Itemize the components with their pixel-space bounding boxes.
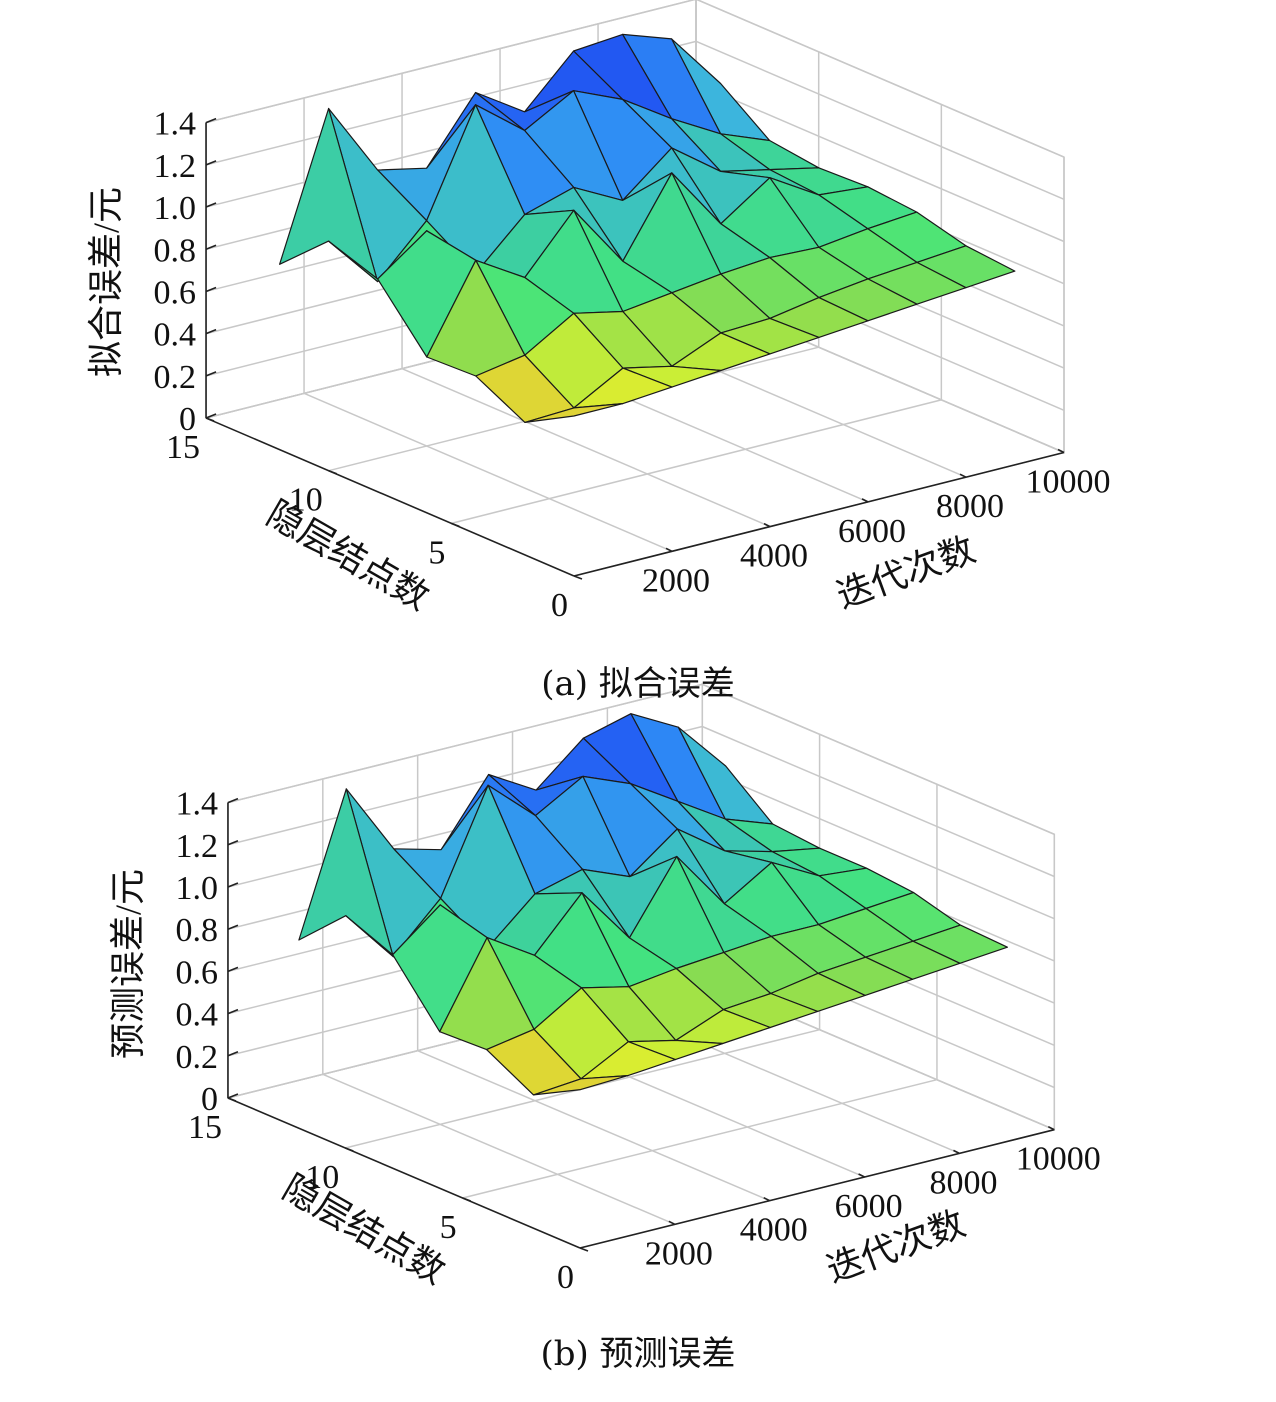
z-tick-label: 0.8	[154, 232, 197, 269]
x-tick-mark	[451, 522, 460, 528]
z-axis-label: 预测误差/元	[108, 869, 148, 1059]
z-tick-label: 1.0	[175, 870, 218, 907]
surface-patch	[524, 403, 624, 423]
y-tick-label: 10000	[1016, 1141, 1101, 1178]
z-tick-label: 0	[179, 401, 196, 438]
x-tick-label: 10	[305, 1159, 339, 1196]
subplot-a: 0 0.2 0.4 0.6 0.8 1.0 1.2 1.4 15 10 5 0 2000 4000 6000…	[86, 0, 1111, 624]
x-tick-label: 15	[188, 1109, 222, 1146]
z-tick-mark	[205, 202, 217, 208]
y-tick-label: 2000	[645, 1235, 713, 1272]
z-tick-label: 1.2	[175, 828, 218, 865]
x-tick-label: 5	[440, 1209, 457, 1246]
y-tick-label: 4000	[740, 538, 808, 575]
z-tick-label: 1.0	[154, 190, 197, 227]
z-tick-label: 0.8	[175, 912, 218, 949]
gridline-z	[227, 683, 703, 804]
z-tick-mark	[227, 882, 239, 888]
gridline-z	[695, 40, 1065, 200]
gridline-z	[695, 82, 1065, 243]
gridline-y	[417, 1049, 771, 1202]
z-tick-label: 0	[201, 1081, 218, 1118]
x-axis-label: 隐层结点数	[276, 1167, 452, 1292]
y-tick-mark	[1057, 448, 1065, 454]
gridline-z	[205, 0, 696, 124]
gridline-y	[401, 367, 771, 528]
z-tick-label: 1.4	[175, 786, 218, 823]
x-axis-label: 隐层结点数	[260, 493, 436, 618]
z-tick-mark	[227, 1093, 239, 1099]
y-tick-label: 10000	[1026, 464, 1111, 501]
gridline-z	[701, 768, 1055, 920]
y-tick-label: 6000	[835, 1188, 903, 1225]
x-tick-mark	[462, 1197, 471, 1202]
y-tick-label: 8000	[929, 1164, 997, 1201]
z-tick-mark	[205, 413, 217, 419]
subplot-b: 0 0.2 0.4 0.6 0.8 1.0 1.2 1.4 15 10 5 0 2000 4000 6000…	[108, 683, 1101, 1296]
x-tick-mark	[227, 1097, 237, 1102]
z-axis-label: 拟合误差/元	[86, 187, 126, 377]
gridline-y	[303, 392, 673, 552]
x-axis-line	[205, 417, 575, 577]
y-tick-mark	[1047, 1125, 1055, 1131]
z-tick-label: 1.2	[154, 148, 197, 185]
x-tick-label: 0	[551, 587, 568, 624]
caption-a: (a) 拟合误差	[541, 664, 735, 704]
z-tick-mark	[205, 244, 217, 250]
surface-patch	[532, 1074, 629, 1096]
x-tick-label: 0	[557, 1259, 574, 1296]
z-tick-mark	[227, 1008, 239, 1015]
x-tick-label: 15	[166, 429, 200, 466]
y-tick-mark	[858, 1173, 865, 1178]
z-tick-mark	[205, 160, 217, 166]
z-tick-label: 0.6	[154, 274, 197, 311]
y-tick-mark	[861, 498, 869, 503]
z-tick-mark	[205, 328, 217, 335]
z-tick-label: 0.2	[154, 359, 197, 396]
z-tick-label: 1.4	[154, 106, 197, 143]
z-tick-mark	[205, 286, 217, 293]
z-tick-label: 0.4	[175, 997, 218, 1034]
z-tick-label: 0.6	[175, 954, 218, 991]
z-tick-mark	[227, 924, 239, 930]
x-tick-mark	[345, 1147, 354, 1152]
z-tick-label: 0.4	[154, 317, 197, 354]
y-tick-mark	[953, 1149, 960, 1155]
y-tick-mark	[763, 1196, 771, 1202]
x-tick-mark	[579, 1247, 589, 1252]
z-tick-mark	[227, 840, 239, 846]
y-axis-line	[573, 451, 1065, 577]
x-tick-mark	[328, 469, 337, 475]
z-tick-label: 0.2	[175, 1039, 218, 1076]
z-tick-mark	[205, 371, 217, 377]
y-tick-mark	[959, 473, 967, 478]
gridline-y	[322, 1073, 676, 1226]
x-tick-mark	[205, 417, 215, 422]
gridline-x	[451, 399, 942, 525]
x-tick-label: 5	[428, 534, 445, 571]
gridline-z	[701, 683, 1055, 835]
z-tick-mark	[227, 797, 239, 804]
z-tick-mark	[205, 117, 217, 124]
y-tick-label: 2000	[642, 562, 710, 599]
z-tick-mark	[227, 1051, 239, 1057]
x-axis-line	[227, 1097, 581, 1249]
caption-b: (b) 预测误差	[540, 1334, 736, 1374]
x-tick-label: 10	[289, 482, 323, 519]
y-tick-mark	[668, 1220, 676, 1226]
gridline-z	[701, 725, 1055, 878]
y-tick-mark	[763, 522, 771, 528]
y-tick-mark	[665, 547, 673, 553]
gridline-x	[462, 1078, 938, 1199]
y-tick-label: 4000	[740, 1212, 808, 1249]
y-tick-label: 6000	[838, 513, 906, 550]
z-tick-mark	[227, 966, 239, 973]
y-axis-line	[579, 1128, 1055, 1249]
y-tick-label: 8000	[936, 488, 1004, 525]
gridline-z	[696, 0, 1065, 158]
x-tick-mark	[573, 575, 583, 580]
